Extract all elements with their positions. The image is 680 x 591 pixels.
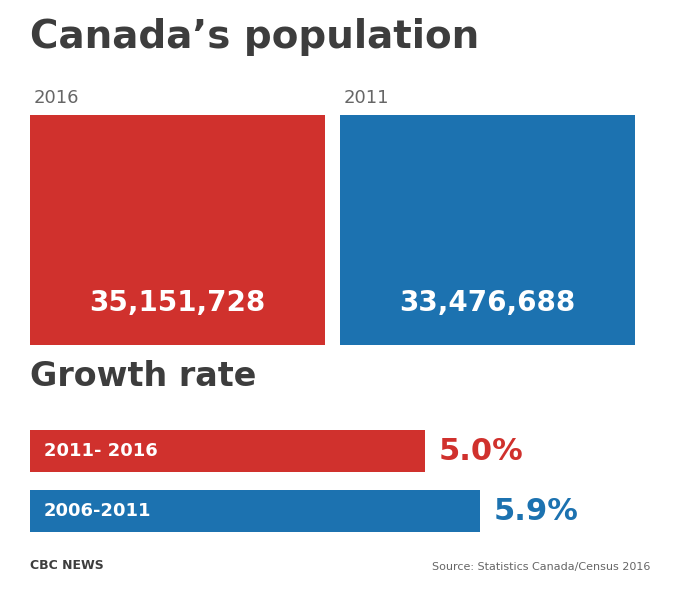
Text: 2011: 2011: [344, 89, 390, 107]
Bar: [30, 490, 480, 532]
Bar: [30, 115, 325, 345]
Text: 2006-2011: 2006-2011: [44, 502, 152, 520]
Text: 5.9%: 5.9%: [494, 496, 579, 525]
Text: 33,476,688: 33,476,688: [399, 289, 576, 317]
Text: Growth rate: Growth rate: [30, 360, 256, 393]
Text: 35,151,728: 35,151,728: [89, 289, 266, 317]
Text: Source: Statistics Canada/Census 2016: Source: Statistics Canada/Census 2016: [432, 562, 650, 572]
Text: CBC NEWS: CBC NEWS: [30, 559, 104, 572]
Text: Canada’s population: Canada’s population: [30, 18, 479, 56]
Text: 2011- 2016: 2011- 2016: [44, 442, 158, 460]
Bar: [340, 115, 635, 345]
Text: 2016: 2016: [34, 89, 80, 107]
Text: 5.0%: 5.0%: [439, 437, 524, 466]
Bar: [30, 430, 425, 472]
